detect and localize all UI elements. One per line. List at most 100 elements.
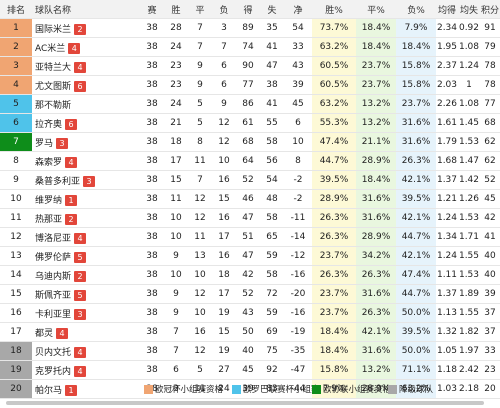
- team-name-link[interactable]: 亚特兰大: [35, 62, 72, 73]
- team-cell[interactable]: AC米兰 4: [32, 37, 140, 57]
- goal-diff-cell: 6: [284, 113, 312, 133]
- team-cell[interactable]: 那不勒斯: [32, 94, 140, 114]
- header-avg-for[interactable]: 均得: [436, 0, 458, 19]
- table-row[interactable]: 13 佛罗伦萨 5 38 9 13 16 47 59 -12 23.7% 34.2% 42.1% 1.24…: [0, 246, 500, 266]
- horizontal-scrollbar[interactable]: [0, 398, 500, 408]
- team-cell[interactable]: 博洛尼亚 4: [32, 227, 140, 247]
- header-lost[interactable]: 负: [212, 0, 236, 19]
- scrollbar-thumb[interactable]: [6, 401, 484, 405]
- won-cell: 15: [164, 170, 188, 190]
- goals-for-cell: 39: [236, 379, 260, 399]
- table-row[interactable]: 3 亚特兰大 4 38 23 9 6 90 47 43 60.5% 23.7% 15.8% 2.37 1.2…: [0, 56, 500, 76]
- points-cell: 68: [480, 113, 500, 133]
- team-cell[interactable]: 都灵 4: [32, 322, 140, 342]
- team-cell[interactable]: 维罗纳 1: [32, 189, 140, 209]
- avg-for-cell: 1.37: [436, 170, 458, 190]
- table-row[interactable]: 11 热那亚 2 38 10 12 16 47 58 -11 26.3% 31.6% 42.1% 1.24…: [0, 208, 500, 228]
- header-goals-against[interactable]: 失: [260, 0, 284, 19]
- team-name-link[interactable]: 博洛尼亚: [35, 233, 72, 244]
- goals-against-cell: 65: [260, 227, 284, 247]
- team-cell[interactable]: 斯佩齐亚 5: [32, 284, 140, 304]
- table-row[interactable]: 12 博洛尼亚 4 38 10 11 17 51 65 -14 26.3% 28.9% 44.7% 1.3…: [0, 227, 500, 247]
- table-row[interactable]: 18 贝内文托 4 38 7 12 19 40 75 -35 18.4% 31.6% 50.0% 1.05…: [0, 341, 500, 361]
- table-row[interactable]: 17 都灵 4 38 7 16 15 50 69 -19 18.4% 42.1% 39.5% 1.32 1.…: [0, 322, 500, 342]
- team-name-link[interactable]: 维罗纳: [35, 195, 63, 206]
- avg-against-cell: 1.55: [458, 303, 480, 323]
- drawn-cell: 12: [188, 284, 212, 304]
- header-played[interactable]: 赛: [140, 0, 164, 19]
- table-row[interactable]: 19 克罗托内 4 38 6 5 27 45 92 -47 15.8% 13.2% 71.1% 1.18 2…: [0, 360, 500, 380]
- team-name-link[interactable]: 都灵: [35, 328, 54, 339]
- team-name-link[interactable]: 尤文图斯: [35, 81, 72, 92]
- header-rank[interactable]: 排名: [0, 0, 32, 19]
- table-row[interactable]: 16 卡利亚里 3 38 9 10 19 43 59 -16 23.7% 26.3% 50.0% 1.13…: [0, 303, 500, 323]
- rank-cell: 12: [0, 227, 32, 247]
- table-row[interactable]: 8 森索罗 4 38 17 11 10 64 56 8 44.7% 28.9% 26.3% 1.68 1.4…: [0, 151, 500, 171]
- table-row[interactable]: 4 尤文图斯 6 38 23 9 6 77 38 39 60.5% 23.7% 15.8% 2.03 1 78: [0, 75, 500, 95]
- team-cell[interactable]: 尤文图斯 6: [32, 75, 140, 95]
- table-row[interactable]: 10 维罗纳 1 38 11 12 15 46 48 -2 28.9% 31.6% 39.5% 1.21 1…: [0, 189, 500, 209]
- team-cell[interactable]: 亚特兰大 4: [32, 56, 140, 76]
- team-cell[interactable]: 拉齐奥 6: [32, 113, 140, 133]
- goal-diff-cell: 8: [284, 151, 312, 171]
- team-cell[interactable]: 克罗托内 4: [32, 360, 140, 380]
- header-avg-against[interactable]: 均失: [458, 0, 480, 19]
- team-name-link[interactable]: 帕尔马: [35, 385, 63, 396]
- avg-against-cell: 1.71: [458, 227, 480, 247]
- table-row[interactable]: 5 那不勒斯 38 24 5 9 86 41 45 63.2% 13.2% 23.7% 2.26 1.08…: [0, 94, 500, 114]
- header-drawn[interactable]: 平: [188, 0, 212, 19]
- table-row[interactable]: 6 拉齐奥 6 38 21 5 12 61 55 6 55.3% 13.2% 31.6% 1.61 1.45…: [0, 113, 500, 133]
- team-name-link[interactable]: 罗马: [35, 138, 54, 149]
- table-row[interactable]: 15 斯佩齐亚 5 38 9 12 17 52 72 -20 23.7% 31.6% 44.7% 1.37…: [0, 284, 500, 304]
- team-name-link[interactable]: 斯佩齐亚: [35, 290, 72, 301]
- team-cell[interactable]: 桑普多利亚 3: [32, 170, 140, 190]
- header-goals-for[interactable]: 得: [236, 0, 260, 19]
- draw-pct-cell: 31.6%: [356, 284, 396, 304]
- team-cell[interactable]: 乌迪内斯 2: [32, 265, 140, 285]
- table-row[interactable]: 7 罗马 3 38 18 8 12 68 58 10 47.4% 21.1% 31.6% 1.79 1.53…: [0, 132, 500, 152]
- table-row[interactable]: 1 国际米兰 2 38 28 7 3 89 35 54 73.7% 18.4% 7.9% 2.34 0.92…: [0, 18, 500, 38]
- table-row[interactable]: 20帕尔马138311243983-447.9%28.9%63.2%1.032.…: [0, 379, 500, 399]
- win-pct-cell: 26.3%: [312, 227, 356, 247]
- table-row[interactable]: 14 乌迪内斯 2 38 10 10 18 42 58 -16 26.3% 26.3% 47.4% 1.1…: [0, 265, 500, 285]
- played-cell: 38: [140, 341, 164, 361]
- team-name-link[interactable]: 拉齐奥: [35, 119, 63, 130]
- table-row[interactable]: 2 AC米兰 4 38 24 7 7 74 41 33 63.2% 18.4% 18.4% 1.95 1.0…: [0, 37, 500, 57]
- table-row[interactable]: 9 桑普多利亚 3 38 15 7 16 52 54 -2 39.5% 18.4% 42.1% 1.37 1…: [0, 170, 500, 190]
- team-name-link[interactable]: 乌迪内斯: [35, 271, 72, 282]
- goals-for-cell: 86: [236, 94, 260, 114]
- team-name-link[interactable]: 贝内文托: [35, 347, 72, 358]
- header-goal-diff[interactable]: 净: [284, 0, 312, 19]
- team-cell[interactable]: 森索罗 4: [32, 151, 140, 171]
- team-name-link[interactable]: 森索罗: [35, 157, 63, 168]
- header-win-pct[interactable]: 胜%: [312, 0, 356, 19]
- team-cell[interactable]: 帕尔马 1: [32, 379, 140, 399]
- team-name-link[interactable]: 热那亚: [35, 214, 63, 225]
- header-draw-pct[interactable]: 平%: [356, 0, 396, 19]
- played-cell: 38: [140, 208, 164, 228]
- team-name-link[interactable]: 国际米兰: [35, 24, 72, 35]
- team-cell[interactable]: 卡利亚里 3: [32, 303, 140, 323]
- avg-against-cell: 1.97: [458, 341, 480, 361]
- avg-for-cell: 1.79: [436, 132, 458, 152]
- header-points[interactable]: 积分: [480, 0, 500, 19]
- form-badge: 4: [56, 327, 69, 339]
- team-cell[interactable]: 佛罗伦萨 5: [32, 246, 140, 266]
- header-won[interactable]: 胜: [164, 0, 188, 19]
- team-name-link[interactable]: 克罗托内: [35, 366, 72, 377]
- team-cell[interactable]: 罗马 3: [32, 132, 140, 152]
- loss-pct-cell: 47.4%: [396, 265, 436, 285]
- team-name-link[interactable]: 那不勒斯: [35, 100, 72, 111]
- rank-cell: 18: [0, 341, 32, 361]
- team-name-link[interactable]: 卡利亚里: [35, 309, 72, 320]
- header-loss-pct[interactable]: 负%: [396, 0, 436, 19]
- team-name-link[interactable]: 佛罗伦萨: [35, 252, 72, 263]
- team-cell[interactable]: 贝内文托 4: [32, 341, 140, 361]
- header-team[interactable]: 球队名称: [32, 0, 140, 19]
- team-name-link[interactable]: 桑普多利亚: [35, 176, 81, 187]
- goals-for-cell: 52: [236, 170, 260, 190]
- team-name-link[interactable]: AC米兰: [35, 43, 66, 54]
- team-cell[interactable]: 热那亚 2: [32, 208, 140, 228]
- team-cell[interactable]: 国际米兰 2: [32, 18, 140, 38]
- win-pct-cell: 7.9%: [312, 379, 356, 399]
